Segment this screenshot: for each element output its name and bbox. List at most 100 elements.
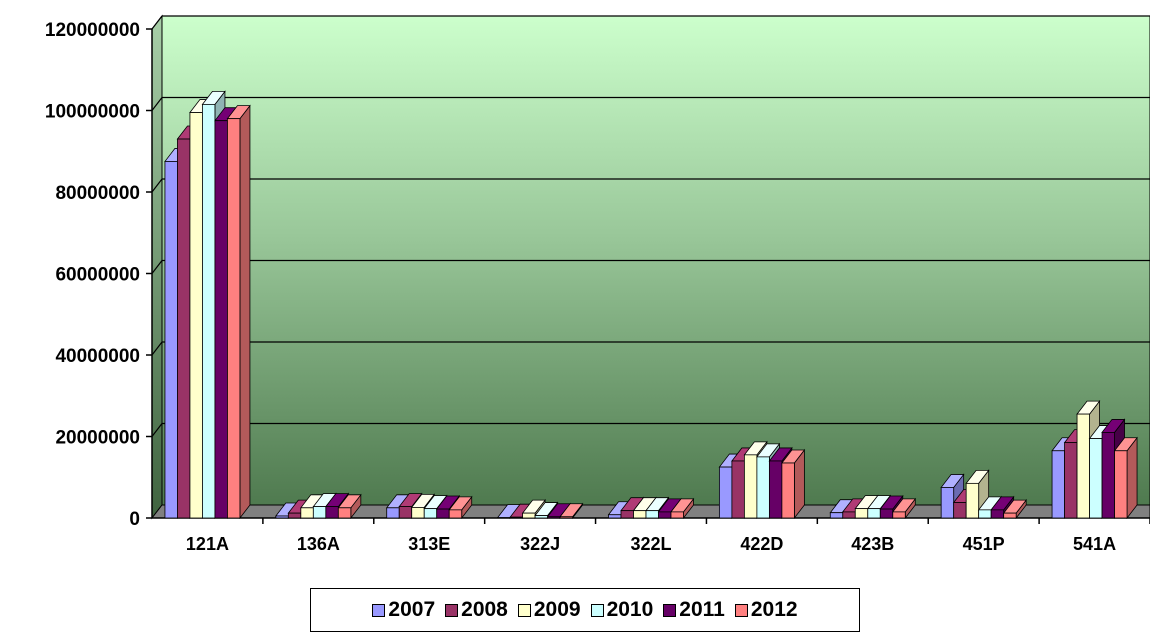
bar-front	[743, 454, 758, 519]
bar-front	[189, 112, 203, 519]
bar-front	[854, 508, 869, 519]
gridline-side	[151, 423, 163, 437]
bar-front	[1114, 450, 1128, 519]
bar-front	[633, 510, 647, 519]
legend-swatch	[445, 603, 459, 617]
bar-front	[620, 510, 634, 519]
bar-front	[953, 502, 967, 519]
bar-front	[275, 515, 289, 519]
bar-front	[1076, 413, 1090, 519]
legend: 2007 2008 2009 2010 2011 2012	[310, 588, 860, 632]
bar-front	[287, 512, 302, 519]
bar-451P-2012	[1002, 498, 1027, 520]
x-tick-labels: 121A 136A 313E 322J 322L 422D 423B 451P 541A	[186, 534, 1116, 554]
bar-front	[312, 506, 327, 519]
legend-item: 2012	[734, 598, 798, 622]
bar-front	[547, 516, 561, 519]
bar-front	[559, 516, 574, 519]
gridline-side	[151, 260, 163, 274]
gridlines	[151, 15, 1150, 437]
x-tick-label: 322J	[520, 534, 560, 554]
bar-front	[658, 511, 672, 519]
legend-item: 2007	[372, 598, 435, 622]
gridline-side	[151, 15, 163, 30]
legend-swatch	[372, 603, 386, 617]
bar-front	[509, 516, 524, 519]
y-tick-label: 0	[129, 509, 140, 530]
bar-front	[978, 509, 992, 519]
bar-423B-2012	[891, 497, 917, 520]
y-tick-label: 40000000	[55, 346, 140, 367]
bar-side	[1126, 436, 1138, 520]
gridline-side	[151, 97, 163, 111]
bar-front	[940, 487, 955, 519]
y-tick-label: 100000000	[45, 102, 140, 123]
bar-front	[386, 507, 400, 519]
legend-label: 2008	[461, 598, 508, 621]
legend-item: 2008	[445, 598, 508, 622]
bar-front	[1064, 442, 1078, 519]
bar-front	[892, 511, 906, 519]
bar-front	[731, 460, 745, 519]
legend-swatch	[663, 603, 677, 617]
bar-front	[411, 507, 425, 519]
bar-front	[781, 462, 795, 519]
legend-label: 2011	[679, 598, 725, 621]
bar-front	[177, 138, 191, 519]
bar-422D-2012	[781, 448, 806, 520]
bar-front	[436, 508, 450, 519]
bar-front	[534, 515, 549, 519]
legend-label: 2010	[606, 598, 654, 621]
bar-front	[300, 507, 314, 519]
bar-front	[337, 507, 352, 519]
x-tick-label: 136A	[297, 534, 340, 554]
bar-121A-2012	[226, 104, 251, 520]
bar-322L-2012	[670, 497, 695, 520]
y-tick-labels: 0 20000000 40000000 60000000 80000000 1000000…	[45, 20, 140, 530]
bar-front	[164, 161, 178, 519]
bar-front	[1101, 432, 1115, 519]
bar-front	[867, 508, 881, 519]
x-tick-label: 451P	[963, 534, 1005, 554]
legend-swatch	[517, 603, 531, 617]
bar-side	[239, 104, 251, 520]
bar-front	[214, 120, 228, 519]
x-tick-label: 313E	[408, 534, 450, 554]
bar-front	[608, 514, 622, 519]
bar-front	[756, 456, 770, 519]
legend-item: 2010	[590, 598, 654, 622]
x-tick-label: 422D	[740, 534, 783, 554]
bar-front	[325, 506, 339, 519]
bar-front	[879, 508, 894, 519]
bar-front	[645, 510, 659, 519]
legend-label: 2007	[388, 598, 436, 621]
x-tick-label: 423B	[851, 534, 894, 554]
bar-front	[398, 506, 413, 519]
bar-front	[1003, 512, 1017, 519]
bar-front	[829, 512, 844, 519]
bar-front	[965, 482, 980, 519]
y-tick-label: 60000000	[55, 265, 140, 286]
bar-136A-2012	[337, 493, 362, 520]
bar-front	[423, 508, 438, 519]
bar-front	[448, 509, 463, 519]
bar-front	[990, 509, 1005, 519]
bar-313E-2012	[448, 495, 473, 520]
y-tick-label: 20000000	[55, 428, 140, 449]
y-tick-label: 80000000	[55, 183, 140, 204]
bar-541A-2012	[1113, 436, 1138, 520]
legend-item: 2009	[517, 598, 581, 622]
bar-front	[718, 466, 733, 519]
bar-322J-2012	[559, 502, 584, 520]
bar-front	[1051, 450, 1065, 519]
legend-label: 2012	[750, 598, 798, 621]
legend-item: 2011	[663, 598, 725, 622]
bar-front	[842, 511, 856, 519]
chart-walls	[150, 14, 1150, 520]
legend-label: 2009	[533, 598, 581, 621]
x-tick-label: 541A	[1073, 534, 1116, 554]
gridline-side	[151, 178, 163, 193]
x-tick-label: 121A	[186, 534, 229, 554]
